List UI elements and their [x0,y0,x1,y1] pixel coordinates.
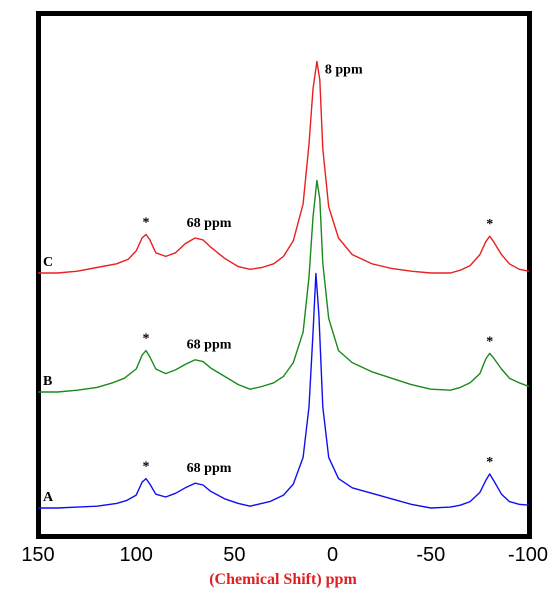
x-axis-label: (Chemical Shift) ppm [209,571,357,588]
x-tick-label-2: 50 [223,544,245,566]
series-line-a [38,272,530,509]
trace-label-c: C [43,255,53,270]
series-line-c [38,60,530,274]
peak-star-c-8: * [143,215,150,230]
peak-label-68ppm-b: 68 ppm [187,338,232,353]
peak-star-a-5: * [486,455,493,470]
peak-star-a-4: * [143,460,150,475]
peak-star-b-6: * [143,332,150,347]
peak-star-c-9: * [486,217,493,232]
x-tick-label-3: 0 [327,544,338,566]
series-line-b [38,179,530,393]
trace-labels: A B C [43,255,54,505]
peak-annotations: 8 ppm 68 ppm 68 ppm 68 ppm * * * * * * [143,62,494,476]
trace-label-a: A [43,490,54,505]
spectra-traces [38,60,530,509]
trace-label-b: B [43,374,52,389]
peak-label-68ppm-a: 68 ppm [187,461,232,476]
peak-label-68ppm-c: 68 ppm [187,216,232,231]
plot-frame [36,11,532,539]
peak-star-b-7: * [486,334,493,349]
x-axis-ticks: 150 100 50 0 -50 -100 [21,544,548,566]
x-tick-label-1: 100 [120,544,153,566]
x-tick-label-0: 150 [21,544,54,566]
peak-label-8ppm: 8 ppm [325,62,363,77]
x-tick-label-5: -100 [508,544,548,566]
x-tick-label-4: -50 [416,544,445,566]
